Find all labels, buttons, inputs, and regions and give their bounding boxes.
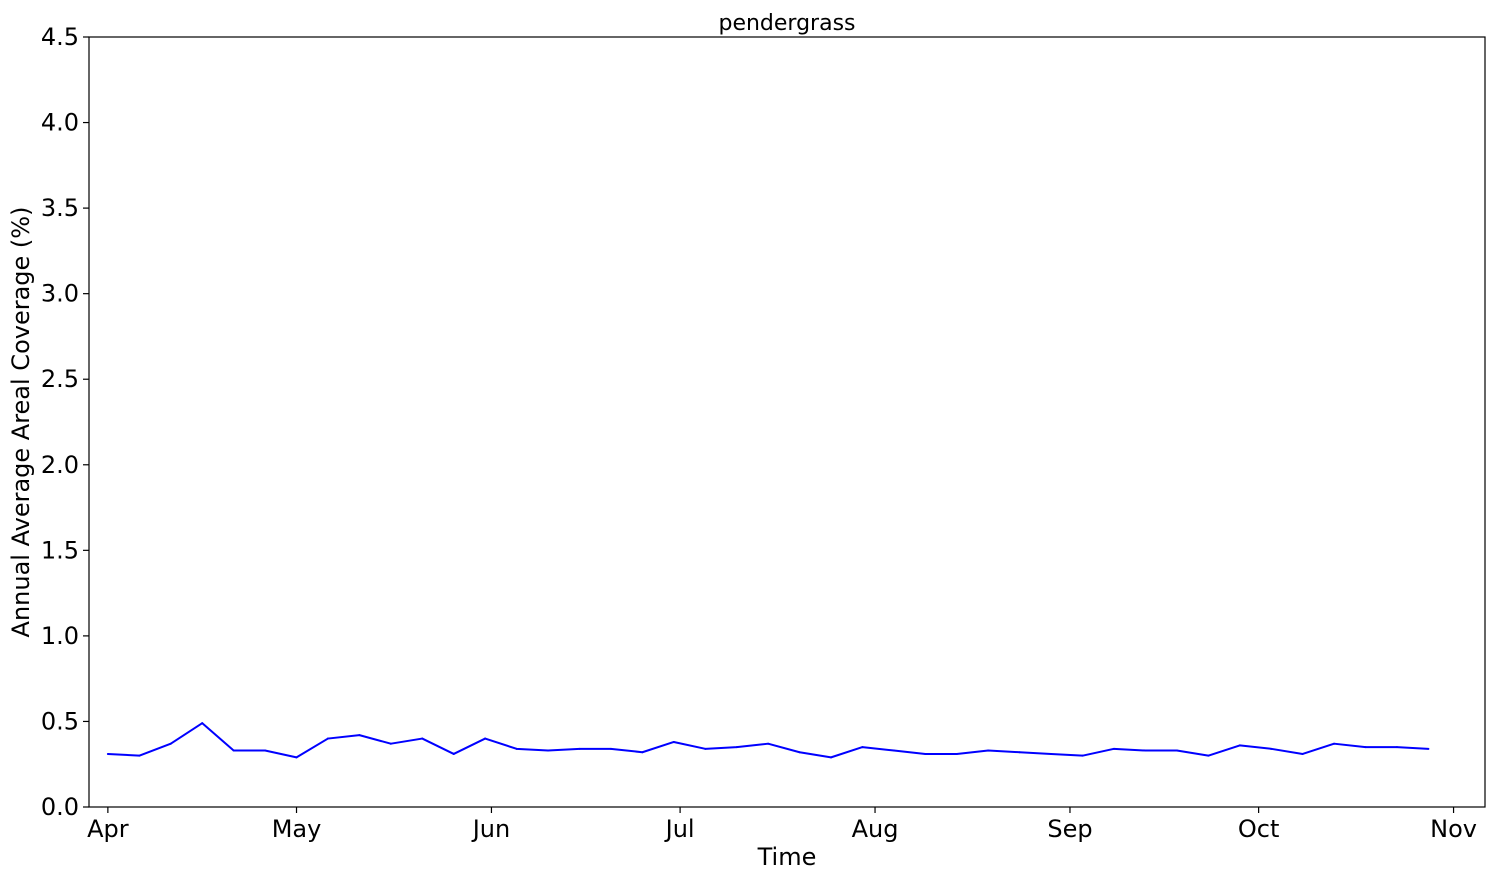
y-tick-label: 1.5: [41, 536, 79, 564]
data-point: [201, 722, 204, 725]
y-axis-ticks: 0.0 0.5 1.0 1.5 2.0 2.5 3.0 3.5 4.0 4.5: [41, 23, 89, 821]
data-point: [1364, 746, 1367, 749]
y-tick-label: 3.0: [41, 280, 79, 308]
x-tick-label: Sep: [1047, 815, 1092, 843]
data-point: [609, 747, 612, 750]
data-point: [767, 742, 770, 745]
data-point: [924, 752, 927, 755]
data-point: [106, 752, 109, 755]
chart-title: pendergrass: [718, 11, 855, 36]
x-axis-ticks: Apr May Jun Jul Aug Sep Oct Nov: [87, 807, 1477, 843]
y-tick-label: 0.0: [41, 793, 79, 821]
x-tick-label: Nov: [1430, 815, 1477, 843]
data-point: [641, 751, 644, 754]
data-point: [892, 749, 895, 752]
data-point: [1018, 751, 1021, 754]
data-point: [1081, 754, 1084, 757]
plot-area-frame: [88, 36, 1486, 808]
x-tick-label: Jul: [664, 815, 695, 843]
x-tick-label: May: [272, 815, 322, 843]
series-layer: [106, 722, 1430, 759]
data-point: [1427, 747, 1430, 750]
data-point: [955, 752, 958, 755]
data-point: [1301, 752, 1304, 755]
data-point: [358, 734, 361, 737]
data-point: [389, 742, 392, 745]
x-tick-label: Apr: [87, 815, 129, 843]
data-point: [1175, 749, 1178, 752]
y-tick-label: 0.5: [41, 707, 79, 735]
data-point: [484, 737, 487, 740]
data-point: [861, 746, 864, 749]
data-point: [264, 749, 267, 752]
data-point: [672, 740, 675, 743]
data-point: [232, 749, 235, 752]
y-tick-label: 4.5: [41, 23, 79, 51]
data-point: [1144, 749, 1147, 752]
y-tick-label: 3.5: [41, 194, 79, 222]
data-point: [830, 756, 833, 759]
data-point: [1050, 752, 1053, 755]
y-tick-label: 2.5: [41, 365, 79, 393]
data-point: [1270, 747, 1273, 750]
y-axis-label: Annual Average Areal Coverage (%): [7, 207, 35, 638]
y-tick-label: 2.0: [41, 451, 79, 479]
x-tick-label: Jun: [471, 815, 511, 843]
data-point: [326, 737, 329, 740]
data-point: [547, 749, 550, 752]
data-point: [1395, 746, 1398, 749]
y-tick-label: 4.0: [41, 109, 79, 137]
data-point: [735, 746, 738, 749]
data-point: [987, 749, 990, 752]
data-point: [704, 747, 707, 750]
y-tick-label: 1.0: [41, 622, 79, 650]
x-axis-label: Time: [757, 843, 817, 871]
data-point: [169, 742, 172, 745]
data-point: [1207, 754, 1210, 757]
data-point: [798, 751, 801, 754]
data-point: [1112, 747, 1115, 750]
x-tick-label: Oct: [1238, 815, 1280, 843]
data-point: [138, 754, 141, 757]
x-tick-label: Aug: [852, 815, 899, 843]
data-point: [1333, 742, 1336, 745]
data-point: [421, 737, 424, 740]
data-point: [578, 747, 581, 750]
data-point: [515, 747, 518, 750]
data-point: [295, 756, 298, 759]
data-point: [1238, 744, 1241, 747]
data-point: [452, 752, 455, 755]
